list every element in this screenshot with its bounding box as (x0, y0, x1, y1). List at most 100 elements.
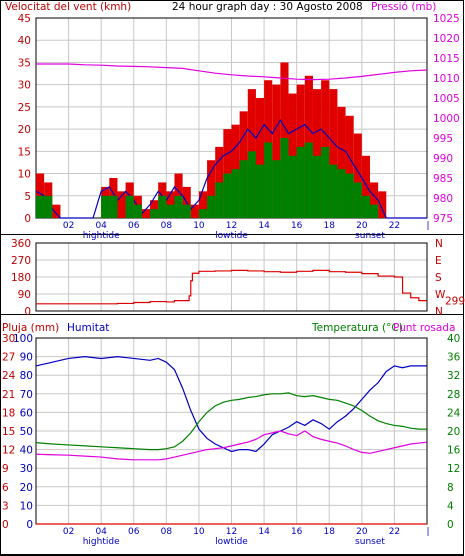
x-tick-label: 08 (161, 221, 173, 231)
rain-y-tick-label: 3 (2, 500, 9, 512)
wind-gust-bar (190, 204, 199, 218)
tide-marker-label: lowtide (215, 537, 248, 547)
pressure-y-tick-label: 980 (433, 193, 453, 205)
wind-minimum-bar (198, 209, 208, 218)
wind-minimum-bar (44, 195, 53, 218)
wind-gust-bar (337, 106, 346, 218)
wind-y-tick-label: 5 (24, 191, 31, 203)
chart-layer: 0510152025303540459759809859909951000100… (2, 13, 465, 547)
wind-minimum-bar (247, 151, 256, 218)
x-tick-label: 02 (63, 221, 74, 231)
wind-minimum-bar (231, 169, 240, 218)
wind-minimum-bar (361, 195, 370, 218)
temperature-axis-title: Temperatura (°C) (311, 322, 403, 334)
wind-minimum-bar (101, 195, 110, 218)
pressure-y-tick-label: 1010 (433, 73, 460, 85)
wind-y-tick-label: 25 (18, 102, 31, 114)
humidity-y-tick-label: 80 (20, 370, 33, 382)
wind-minimum-bar (133, 204, 142, 218)
rain-y-tick-label: 21 (2, 389, 15, 401)
wind-minimum-bar (215, 182, 224, 218)
temperature-y-tick-label: 20 (447, 426, 460, 438)
wind-minimum-bar (239, 160, 248, 218)
wind-gust-bar (207, 160, 216, 218)
x-tick-label: 22 (389, 527, 400, 537)
compass-label: W (435, 289, 446, 301)
pressure-y-tick-label: 985 (433, 173, 453, 185)
x-tick-label: 20 (356, 527, 368, 537)
wind-gust-bar (345, 115, 354, 218)
temperature-y-tick-label: 36 (447, 352, 461, 364)
rain-y-tick-label: 30 (2, 333, 15, 345)
x-tick-label: 04 (95, 221, 107, 231)
pressure-y-tick-label: 1000 (433, 113, 460, 125)
temperature-y-tick-label: 28 (447, 389, 460, 401)
wind-axis-title: Velocitat del vent (kmh) (5, 1, 131, 13)
wind-pressure-line (36, 63, 428, 81)
wind-minimum-bar (304, 142, 313, 218)
direction-y-tick-label: 270 (11, 255, 31, 267)
x-tick-label: 12 (226, 527, 237, 537)
humidity-y-tick-label: 90 (20, 352, 33, 364)
dewpoint-axis-title: Punt rosada (393, 322, 455, 334)
tide-marker-label: hightide (83, 537, 120, 547)
wind-y-tick-label: 20 (18, 124, 31, 136)
wind-gust-bar (272, 84, 281, 219)
rain-y-tick-label: 0 (2, 519, 9, 531)
wind-minimum-bar (321, 146, 330, 218)
wind-minimum-bar (337, 169, 346, 218)
wind-minimum-bar (369, 204, 379, 218)
rain-y-tick-label: 27 (2, 352, 15, 364)
temperature-y-tick-label: 32 (447, 370, 460, 382)
wind-y-tick-label: 35 (18, 57, 31, 69)
wind-y-tick-label: 45 (18, 13, 31, 25)
wind-y-tick-label: 10 (18, 169, 31, 181)
direction-y-tick-label: 180 (11, 272, 31, 284)
humidity-y-tick-label: 10 (20, 500, 33, 512)
wind-gust-bar (329, 89, 338, 218)
rain-y-tick-label: 18 (2, 407, 15, 419)
wind-minimum-bar (312, 155, 322, 218)
humidity-y-tick-label: 70 (20, 389, 33, 401)
compass-label: N (435, 306, 443, 318)
temperature-y-tick-label: 12 (447, 463, 460, 475)
compass-label: S (435, 272, 442, 284)
compass-label: N (435, 238, 443, 250)
wind-minimum-bar (296, 146, 305, 218)
wind-gust-bar (378, 191, 387, 218)
tide-marker-label: sunset (355, 231, 385, 241)
x-tick-label: 06 (128, 221, 140, 231)
pressure-axis-title: Pressió (mb) (371, 1, 436, 13)
wind-minimum-bar (207, 195, 216, 218)
temperature-line (35, 392, 427, 451)
wind-y-tick-label: 30 (18, 80, 31, 92)
x-tick-label: 14 (258, 527, 270, 537)
wind-minimum-bar (272, 160, 281, 218)
wind-minimum-bar (174, 195, 183, 218)
humidity-y-tick-label: 40 (20, 445, 33, 457)
wind-gust-bar (312, 89, 322, 218)
wind-y-tick-label: 40 (18, 35, 31, 47)
plot-area-border (35, 242, 428, 312)
x-tick-label: 18 (324, 221, 336, 231)
pressure-y-tick-label: 990 (433, 153, 453, 165)
wind-minimum-bar (150, 209, 159, 218)
rain-axis-title: Pluja (mm) (2, 322, 59, 334)
current-direction-label: 299 (445, 296, 465, 308)
wind-gust-bar (141, 209, 151, 218)
wind-minimum-bar (345, 173, 354, 218)
wind-minimum-bar (353, 182, 362, 218)
humidity-y-tick-label: 20 (20, 482, 33, 494)
wind-minimum-bar (223, 173, 232, 218)
wind-minimum-bar (264, 142, 273, 218)
bottom-panel-frame (0, 314, 464, 555)
x-end-tick: | (426, 527, 429, 537)
wind-gust-bar (166, 191, 175, 218)
wind-minimum-bar (255, 164, 265, 218)
dewpoint-line (35, 430, 428, 461)
wind-gust-bar (52, 204, 61, 218)
direction-y-tick-label: 90 (18, 289, 31, 301)
direction-y-tick-label: 360 (11, 238, 31, 250)
pressure-y-tick-label: 975 (433, 213, 453, 225)
